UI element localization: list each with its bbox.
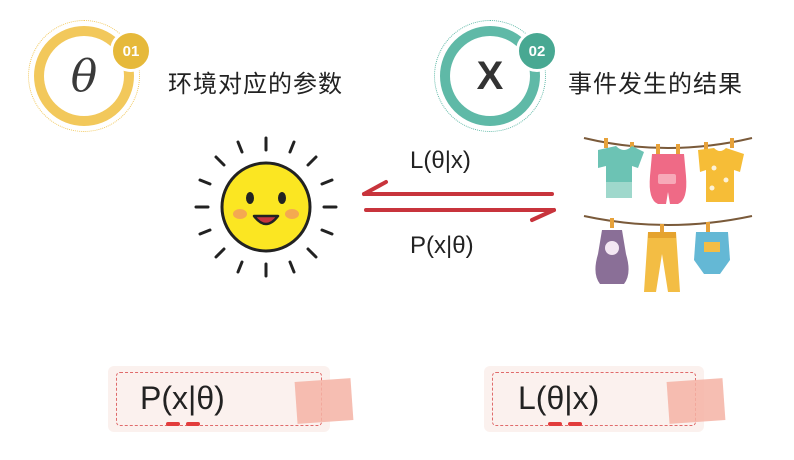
badge-dotted-ring <box>434 20 546 132</box>
likelihood-formula-box: L(θ|x) <box>484 366 726 432</box>
tape-decoration <box>294 378 354 424</box>
relation-arrows <box>362 180 556 222</box>
result-caption: 事件发生的结果 <box>568 71 743 98</box>
likelihood-formula: L(θ|x) <box>518 380 600 416</box>
result-badge: X 02 <box>434 20 558 138</box>
badge-number: 02 <box>516 30 558 72</box>
tape-decoration <box>666 378 726 424</box>
likelihood-label: L(θ|x) <box>410 147 471 174</box>
probability-formula: P(x|θ) <box>140 380 225 416</box>
parameter-badge: θ 01 <box>28 20 152 138</box>
clothesline-illustration <box>583 137 753 292</box>
sun-illustration <box>194 136 338 278</box>
highlight-underline <box>186 422 200 426</box>
badge-number: 01 <box>110 30 152 72</box>
highlight-underline <box>568 422 582 426</box>
badge-dotted-ring <box>28 20 140 132</box>
highlight-underline <box>166 422 180 426</box>
probability-label: P(x|θ) <box>410 232 474 259</box>
highlight-underline <box>548 422 562 426</box>
probability-formula-box: P(x|θ) <box>108 366 354 432</box>
parameter-caption: 环境对应的参数 <box>168 71 343 98</box>
